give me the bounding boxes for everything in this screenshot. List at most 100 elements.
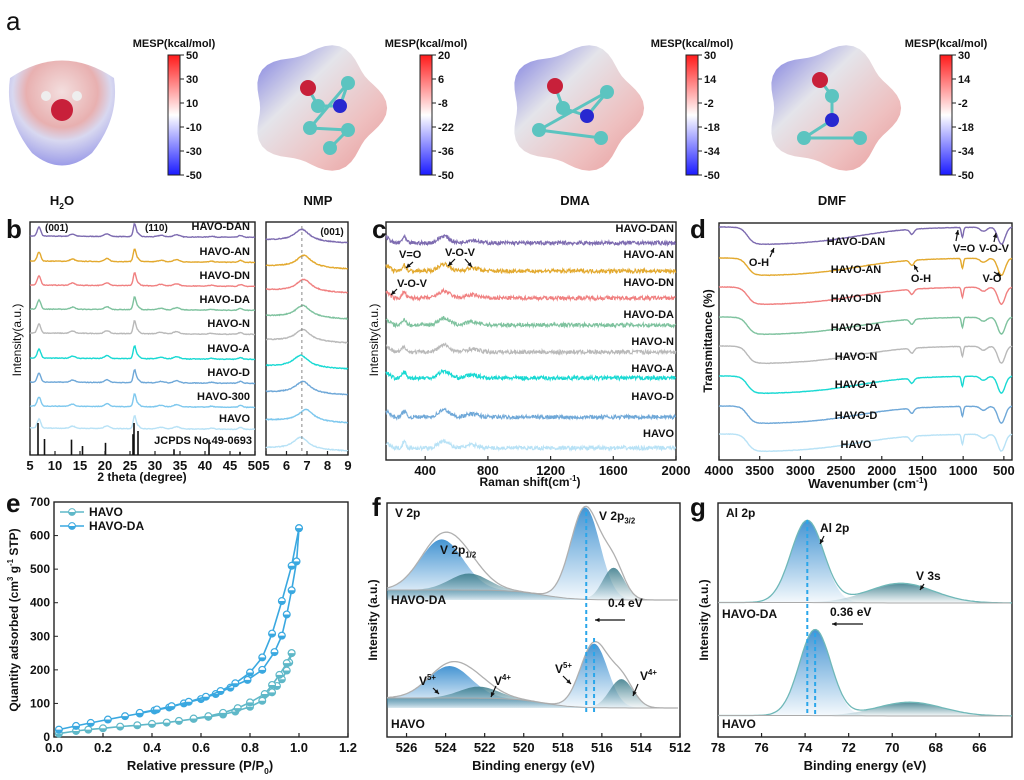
bet-point-fill (72, 725, 80, 730)
xps-annotation-v4-2: V4+ (640, 668, 657, 683)
raman-series-havo-n (385, 342, 677, 356)
bet-ytick-label-5: 500 (30, 562, 50, 576)
bet-point-fill (234, 708, 242, 712)
colorbar-title: MESP(kcal/mol) (905, 38, 988, 50)
xps-al2p-xtick-label-4: 70 (885, 740, 899, 755)
ftir-arrow-v-o-head (996, 271, 1001, 276)
xps-v2p-component-havo-da-3 (387, 567, 680, 600)
xrd-series-havo (29, 414, 256, 431)
bet-point-fill (288, 590, 296, 594)
bet-point-fill (185, 701, 193, 706)
xrd-series-havo-n (29, 320, 256, 336)
xps-arrow-v5-1-head (434, 689, 439, 694)
colorbar-tick-label: -30 (186, 146, 202, 158)
bet-point-fill (55, 733, 63, 738)
xrd-inset-series-havo-a (265, 354, 349, 370)
xps-v2p-title: V 2p (395, 506, 420, 520)
bet-point-fill (227, 687, 234, 692)
xps-v2p-xtick-label-2: 522 (474, 740, 496, 755)
colorbar-tick-label: -50 (704, 170, 720, 182)
xps-v2p-sample-label-havo: HAVO (391, 717, 425, 731)
colorbar-tick-label: -2 (704, 98, 714, 110)
bet-point-fill (268, 633, 276, 637)
xrd-xtick-label-0: 5 (26, 458, 33, 473)
bet-xlabel: Relative pressure (P/P0) (127, 758, 273, 776)
xps-shift-label-0-4ev: 0.4 eV (608, 596, 643, 610)
colorbar-tick-label: -34 (704, 146, 721, 158)
xps-v2p-background-havo-da (387, 589, 677, 601)
xrd-inset-xtick-label-4: 9 (344, 458, 351, 473)
xps-al2p-xtick-label-5: 68 (929, 740, 943, 755)
raman-ylabel: Intensity(a.u.) (367, 304, 381, 377)
oxygen-atom (300, 80, 316, 96)
nitrogen-atom (580, 109, 594, 123)
xrd-series-label: HAVO (219, 413, 250, 425)
xps-v2p-xtick-label-7: 512 (669, 740, 691, 755)
xps-v2p-xtick-label-5: 516 (591, 740, 613, 755)
bet-ytick-label-2: 200 (30, 663, 50, 677)
xps-al2p-xtick-label-1: 76 (754, 740, 768, 755)
bet-point-fill (104, 719, 112, 723)
carbon-atom (323, 141, 337, 155)
xps-al2p-xtick-label-0: 78 (711, 740, 725, 755)
molecule-nmp: MESP(kcal/mol)20 6 -8 -22 -36 -50 NMP (257, 38, 468, 208)
colorbar-title: MESP(kcal/mol) (133, 38, 216, 50)
ftir-series-havo-d (718, 405, 1013, 425)
colorbar (685, 54, 699, 176)
bet-xtick-label-2: 0.4 (143, 740, 162, 755)
xrd-inset-series-havo-300 (265, 408, 349, 424)
bet-point-fill (197, 699, 205, 703)
xrd-series-havo-dn (29, 271, 256, 288)
raman-xtick-label-2: 1200 (536, 463, 565, 478)
ftir-arrow-v-o-v-head (992, 233, 998, 238)
colorbar-tick-label: -22 (438, 122, 454, 134)
bet-point-fill (55, 729, 63, 734)
raman-series-label: HAVO-DAN (616, 223, 675, 235)
raman-frame (385, 221, 677, 461)
ftir-series-label: HAVO-A (835, 379, 878, 391)
xps-al2p-sample-label-havo: HAVO (722, 717, 756, 731)
xps-v2p-frame (386, 502, 681, 738)
xrd-xtick-label-4: 25 (123, 458, 137, 473)
ftir-series-havo (719, 433, 1013, 453)
ftir-series-havo-dan (718, 226, 1013, 246)
colorbar-tick-label: -50 (958, 170, 974, 182)
bond (538, 128, 602, 140)
oxygen-atom (547, 78, 563, 94)
panel-label-c: c (372, 214, 386, 244)
bet-point-fill (258, 669, 266, 674)
xps-shift-arrow-2-head (832, 621, 837, 627)
bet-point-fill (163, 722, 171, 726)
bet-point-fill (72, 730, 80, 735)
raman-xtick-label-4: 2000 (662, 463, 691, 478)
bet-point-fill (202, 696, 210, 701)
xps-v2p-background-havo (387, 697, 677, 709)
carbon-atom (797, 131, 811, 145)
panel-e-bet: 0 100 200 300 400 500 600 700 0.0 0.2 0.4 0.6 0.8 1.0… (6, 495, 357, 776)
carbon-atom (600, 85, 614, 99)
raman-series-havo (385, 438, 677, 453)
panel-label-f: f (372, 492, 381, 522)
carbon-atom (594, 131, 608, 145)
ftir-xtick-label-5: 1500 (908, 463, 937, 478)
bet-point-fill (133, 725, 141, 729)
reference-label: JCPDS No.49-0693 (154, 435, 252, 447)
carbon-atom (303, 121, 317, 135)
bet-xtick-label-1: 0.2 (94, 740, 112, 755)
bet-ytick-label-6: 600 (30, 529, 50, 543)
molecule-label: DMA (560, 193, 590, 208)
bet-point-fill (99, 728, 107, 732)
ftir-arrow-o-h-1-head (770, 248, 775, 253)
bet-point-fill (87, 722, 95, 727)
xps-v2p-xtick-label-3: 520 (513, 740, 535, 755)
molecule-dmf: MESP(kcal/mol)30 14 -2 -18 -34 -50 DMF (771, 38, 988, 208)
xrd-series-label: HAVO-DN (199, 270, 250, 282)
xrd-annotation-001: (001) (45, 223, 68, 234)
panel-d-ftir: HAVO-DAN HAVO-AN HAVO-DN HAVO-DA HAVO-N HAVO-… (701, 222, 1015, 491)
xps-v2p-component-havo-2 (387, 643, 680, 708)
xrd-inset-annotation: (001) (320, 227, 343, 238)
xps-v2p-xtick-label-1: 524 (435, 740, 457, 755)
xrd-ylabel: Intensity(a.u.) (10, 304, 24, 377)
bet-point-fill (278, 635, 286, 640)
